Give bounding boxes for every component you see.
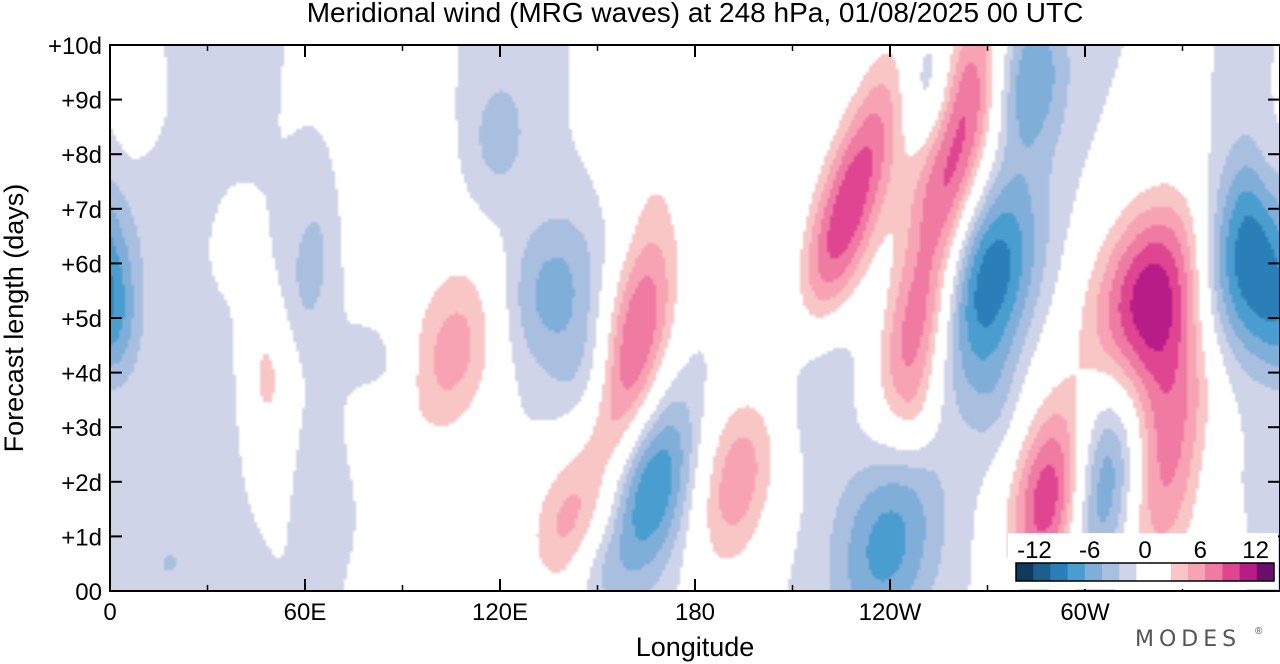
x-tick-label: 60E: [284, 599, 327, 626]
x-tick-label: 120W: [859, 599, 922, 626]
colorbar-label: -12: [1017, 537, 1052, 564]
contour-shading: [110, 45, 1280, 591]
colorbar-label: 6: [1194, 537, 1207, 564]
colorbar-swatch: [1222, 563, 1241, 581]
colorbar-label: 12: [1242, 537, 1269, 564]
y-tick-label: +7d: [61, 197, 102, 224]
x-tick-label: 60W: [1060, 599, 1110, 626]
y-tick-label: +6d: [61, 251, 102, 278]
colorbar-legend: -12 -6 0 6 12: [1008, 533, 1278, 589]
colorbar-swatch: [1119, 563, 1137, 581]
colorbar-swatch: [1067, 563, 1086, 581]
colorbar-swatch: [1239, 563, 1258, 581]
y-tick-label: +3d: [61, 415, 102, 442]
colorbar-swatch: [1170, 563, 1189, 581]
colorbar-swatch: [1084, 563, 1103, 581]
colorbar-swatch: [1016, 563, 1034, 581]
y-tick-label: +10d: [48, 33, 102, 60]
colorbar-swatch: [1205, 563, 1223, 581]
colorbar-swatch: [1256, 563, 1275, 581]
colorbar-swatch: [1136, 563, 1155, 581]
y-tick-label: +1d: [61, 524, 102, 551]
x-tick-label: 180: [675, 599, 715, 626]
logo-text: MODES: [1135, 627, 1241, 652]
y-tick-label: +4d: [61, 361, 102, 388]
y-tick-label: +8d: [61, 142, 102, 169]
x-axis-label: Longitude: [636, 632, 755, 662]
x-tick-label: 0: [103, 599, 116, 626]
y-tick-label: 00: [75, 579, 102, 606]
logo-trademark: ®: [1255, 626, 1263, 637]
colorbar-swatch: [1033, 563, 1051, 581]
colorbar-label: 0: [1138, 537, 1151, 564]
axes: 0 60E 120E 180 120W 60W 00 +1d +2d +3d +4d +5d +6d +7…: [48, 33, 1280, 626]
y-tick-label: +5d: [61, 306, 102, 333]
chart-title: Meridional wind (MRG waves) at 248 hPa, …: [307, 0, 1084, 28]
colorbar-swatch: [1102, 563, 1120, 581]
y-tick-label: +2d: [61, 470, 102, 497]
colorbar-swatch: [1153, 563, 1172, 581]
contour-field: [110, 45, 1280, 591]
colorbar-label: -6: [1079, 537, 1100, 564]
colorbar-frame: [1015, 562, 1275, 582]
colorbar-swatch: [1188, 563, 1206, 581]
modes-logo: MODES ®: [1135, 626, 1263, 652]
x-tick-label: 120E: [472, 599, 528, 626]
y-axis-label: Forecast length (days): [0, 184, 29, 453]
colorbar-swatch: [1050, 563, 1069, 581]
y-tick-label: +9d: [61, 88, 102, 115]
